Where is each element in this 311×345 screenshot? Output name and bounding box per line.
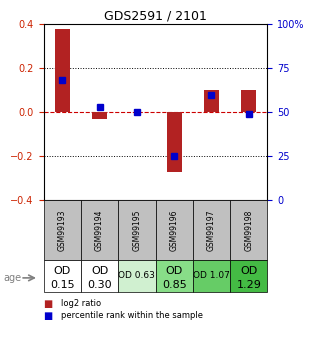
- FancyBboxPatch shape: [156, 260, 193, 292]
- FancyBboxPatch shape: [230, 260, 267, 292]
- FancyBboxPatch shape: [118, 200, 156, 260]
- Text: 1.29: 1.29: [236, 280, 261, 290]
- Bar: [92, 112, 107, 119]
- FancyBboxPatch shape: [193, 260, 230, 292]
- FancyBboxPatch shape: [44, 260, 81, 292]
- FancyBboxPatch shape: [230, 200, 267, 260]
- Text: GSM99198: GSM99198: [244, 210, 253, 251]
- Text: ■: ■: [44, 311, 53, 321]
- Text: 0.15: 0.15: [50, 280, 75, 290]
- Text: GSM99195: GSM99195: [132, 209, 141, 251]
- FancyBboxPatch shape: [81, 200, 118, 260]
- FancyBboxPatch shape: [193, 200, 230, 260]
- Bar: [167, 112, 182, 171]
- Title: GDS2591 / 2101: GDS2591 / 2101: [104, 10, 207, 23]
- FancyBboxPatch shape: [118, 260, 156, 292]
- Text: log2 ratio: log2 ratio: [61, 299, 101, 308]
- Text: 0.30: 0.30: [87, 280, 112, 290]
- Text: ■: ■: [44, 299, 53, 308]
- Bar: [204, 90, 219, 112]
- Bar: [241, 90, 256, 112]
- Text: GSM99196: GSM99196: [170, 209, 179, 251]
- Text: OD: OD: [165, 266, 183, 276]
- Text: OD 0.63: OD 0.63: [118, 272, 155, 280]
- Text: 0.85: 0.85: [162, 280, 187, 290]
- Text: GSM99193: GSM99193: [58, 209, 67, 251]
- Text: OD: OD: [240, 266, 258, 276]
- Text: OD: OD: [91, 266, 108, 276]
- FancyBboxPatch shape: [44, 200, 81, 260]
- Text: percentile rank within the sample: percentile rank within the sample: [61, 311, 203, 320]
- FancyBboxPatch shape: [156, 200, 193, 260]
- Text: GSM99194: GSM99194: [95, 209, 104, 251]
- Text: age: age: [3, 273, 21, 283]
- FancyBboxPatch shape: [81, 260, 118, 292]
- Text: OD 1.07: OD 1.07: [193, 272, 230, 280]
- Text: OD: OD: [53, 266, 71, 276]
- Text: GSM99197: GSM99197: [207, 209, 216, 251]
- Bar: [55, 29, 70, 112]
